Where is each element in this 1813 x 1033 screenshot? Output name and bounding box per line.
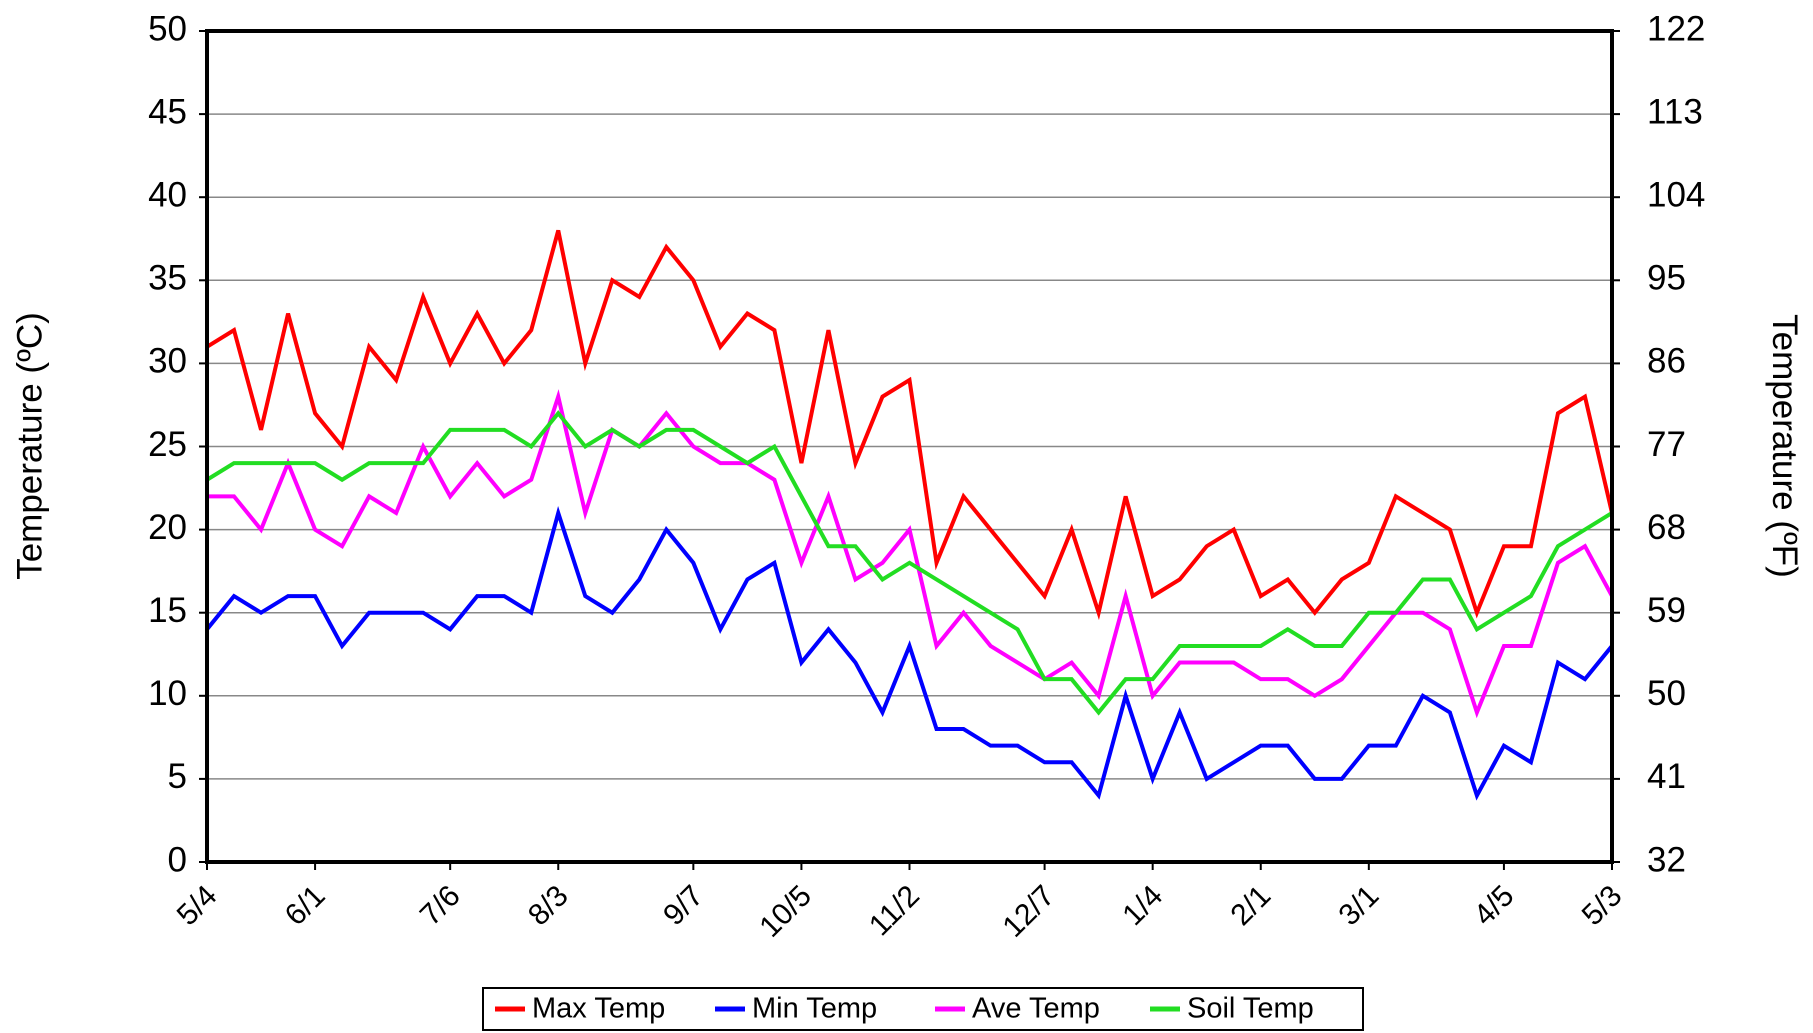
legend-label: Max Temp [532,993,665,1025]
legend-label: Soil Temp [1187,993,1314,1025]
y2-tick-label: 59 [1647,591,1686,630]
series-line [207,389,1614,719]
plot-frame [205,29,1614,864]
y-tick-label: 20 [148,508,187,547]
y-tick-label: 35 [148,259,187,298]
x-tick-label: 9/7 [657,879,710,932]
y-axis-title: Temperature (ºC) [10,312,49,580]
x-tick-label: 12/7 [997,879,1062,944]
legend: Max Temp Min Temp Ave Temp Soil Temp [482,987,1364,1031]
legend-box [482,987,1364,1031]
y-tick-label: 45 [148,92,187,131]
legend-label: Min Temp [752,993,877,1025]
y-tick-label: 50 [148,9,187,48]
y2-tick-label: 77 [1647,425,1686,464]
x-tick-label: 3/1 [1333,879,1386,932]
y-tick-label: 25 [148,425,187,464]
series-line [205,505,1614,801]
y2-tick-label: 104 [1647,175,1705,214]
y2-tick-label: 41 [1647,757,1686,796]
x-tick-label: 8/3 [522,879,575,932]
x-tick-label: 10/5 [753,879,818,944]
legend-label: Ave Temp [972,993,1100,1025]
y-tick-label: 10 [148,674,187,713]
y2-tick-label: 50 [1647,674,1686,713]
x-tick-label: 5/3 [1576,879,1629,932]
x-tick-label: 4/5 [1468,879,1521,932]
y-tick-label: 5 [168,757,187,796]
y2-tick-label: 32 [1647,840,1686,879]
x-tick-label: 1/4 [1116,879,1169,932]
x-tick-label: 5/4 [171,879,224,932]
x-tick-label: 11/2 [863,879,926,942]
y-tick-label: 30 [148,342,187,381]
y2-tick-label: 86 [1647,342,1686,381]
y-tick-label: 15 [148,591,187,630]
series-line [205,410,1614,716]
y2-tick-label: 122 [1647,9,1705,48]
y-tick-label: 40 [148,175,187,214]
series-line [205,229,1614,621]
y2-tick-label: 68 [1647,508,1686,547]
y2-tick-label: 95 [1647,259,1686,298]
x-tick-label: 6/1 [279,879,332,932]
y2-axis-title: Temperature (ºF) [1765,314,1804,578]
x-tick-label: 2/1 [1224,879,1277,932]
y2-tick-label: 113 [1647,92,1703,131]
x-tick-label: 7/6 [414,879,467,932]
y-tick-label: 0 [168,840,187,879]
